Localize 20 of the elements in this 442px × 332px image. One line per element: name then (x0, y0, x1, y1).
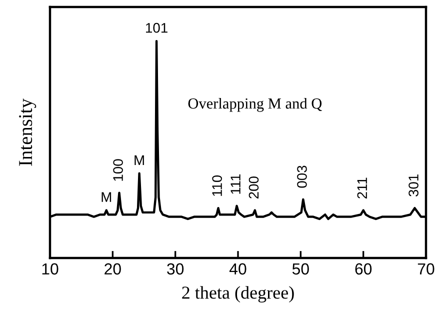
y-axis-title: Intensity (19, 98, 36, 166)
annotation: 003 (297, 166, 307, 188)
annotation: 110 (212, 175, 222, 196)
annotation: 211 (357, 178, 367, 198)
annotation: M (134, 155, 144, 165)
annotation: Overlapping M and Q (188, 98, 322, 112)
x-axis-title: 2 theta (degree) (182, 286, 294, 303)
annotation: 301 (408, 174, 418, 196)
annotation: 101 (146, 22, 168, 33)
x-tick-label: 70 (418, 263, 434, 275)
x-tick-label: 50 (292, 263, 309, 275)
x-tick-label: 10 (42, 263, 58, 275)
annotation: 200 (248, 176, 259, 198)
annotation: 100 (113, 159, 123, 181)
x-tick-label: 20 (104, 263, 121, 275)
x-tick-label: 60 (355, 263, 372, 275)
annotation: 111 (230, 174, 240, 194)
x-tick-label: 40 (229, 263, 246, 275)
x-tick-label: 30 (167, 263, 184, 275)
annotation: M (102, 192, 112, 202)
